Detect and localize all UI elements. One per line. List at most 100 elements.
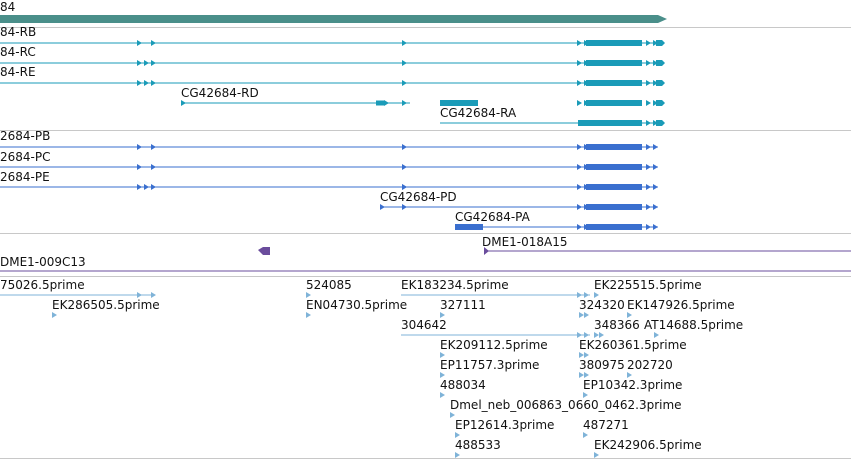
strand-arrow-icon: [52, 312, 57, 318]
transcript-label-re[interactable]: 84-RE: [0, 65, 36, 79]
est-label[interactable]: 327111: [440, 298, 486, 312]
strand-arrow-icon: [144, 80, 149, 86]
clone-end-icon[interactable]: [258, 247, 270, 255]
strand-arrow-icon: [599, 332, 604, 338]
exon-block[interactable]: [586, 40, 642, 46]
transcript-label-ra[interactable]: CG42684-RA: [440, 106, 517, 120]
strand-arrow-icon: [579, 352, 584, 358]
exon-block[interactable]: [586, 60, 642, 66]
strand-arrow-icon: [306, 312, 311, 318]
est-label[interactable]: 348366: [594, 318, 640, 332]
est-label[interactable]: 524085: [306, 278, 352, 292]
est-label[interactable]: 488034: [440, 378, 486, 392]
strand-arrow-icon: [402, 184, 407, 190]
est-label[interactable]: EK147926.5prime: [627, 298, 735, 312]
exon-block[interactable]: [586, 224, 642, 230]
strand-arrow-icon: [402, 204, 407, 210]
exon-block[interactable]: [586, 184, 642, 190]
exon-block[interactable]: [586, 144, 642, 150]
strand-arrow-icon: [646, 224, 651, 230]
strand-arrow-icon: [577, 144, 582, 150]
transcript-label-rd[interactable]: CG42684-RD: [181, 86, 259, 100]
strand-arrow-icon: [653, 224, 658, 230]
est-label[interactable]: AT14688.5prime: [644, 318, 744, 332]
strand-arrow-icon: [577, 100, 582, 106]
est-label[interactable]: 202720: [627, 358, 673, 372]
strand-arrow-icon: [450, 412, 455, 418]
clone-label-009c13[interactable]: DME1-009C13: [0, 255, 86, 269]
exon-block[interactable]: [586, 164, 642, 170]
strand-arrow-icon: [151, 144, 156, 150]
protein-label-pd[interactable]: CG42684-PD: [380, 190, 457, 204]
strand-arrow-icon: [577, 40, 582, 46]
strand-arrow-icon: [583, 432, 588, 438]
exon-end-arrow-icon[interactable]: [656, 80, 665, 86]
strand-arrow-icon: [584, 332, 589, 338]
strand-arrow-icon: [577, 224, 582, 230]
strand-arrow-icon: [577, 164, 582, 170]
transcript-label-rb[interactable]: 84-RB: [0, 25, 37, 39]
gene-label[interactable]: 84: [0, 0, 16, 14]
strand-arrow-icon: [380, 204, 385, 210]
est-label[interactable]: 324320: [579, 298, 625, 312]
exon-block[interactable]: [586, 80, 642, 86]
protein-label-pa[interactable]: CG42684-PA: [455, 210, 530, 224]
protein-label-pb[interactable]: 2684-PB: [0, 129, 51, 143]
strand-arrow-icon: [646, 80, 651, 86]
protein-label-pe[interactable]: 2684-PE: [0, 170, 50, 184]
est-label[interactable]: Dmel_neb_006863_0660_0462.3prime: [450, 398, 682, 412]
exon-end-arrow-icon[interactable]: [656, 60, 665, 66]
est-label[interactable]: EN04730.5prime: [306, 298, 408, 312]
exon-end-arrow-icon[interactable]: [656, 100, 665, 106]
est-label[interactable]: EK242906.5prime: [594, 438, 702, 452]
strand-arrow-icon: [151, 184, 156, 190]
est-label[interactable]: 380975: [579, 358, 625, 372]
strand-arrow-icon: [594, 332, 599, 338]
clone-label-018a15[interactable]: DME1-018A15: [482, 235, 568, 249]
strand-arrow-icon: [137, 80, 142, 86]
exon-block[interactable]: [376, 100, 384, 106]
est-label[interactable]: EK225515.5prime: [594, 278, 702, 292]
strand-arrow-icon: [137, 184, 142, 190]
track-divider: [0, 130, 851, 131]
est-label[interactable]: EP10342.3prime: [583, 378, 683, 392]
strand-arrow-icon: [137, 144, 142, 150]
strand-arrow-icon: [584, 292, 589, 298]
est-label[interactable]: 304642: [401, 318, 447, 332]
strand-arrow-icon: [653, 80, 658, 86]
est-label[interactable]: EK183234.5prime: [401, 278, 509, 292]
track-divider: [0, 27, 851, 28]
strand-arrow-icon: [402, 164, 407, 170]
est-label[interactable]: 487271: [583, 418, 629, 432]
strand-arrow-icon: [151, 60, 156, 66]
exon-block[interactable]: [455, 224, 483, 230]
strand-arrow-icon: [151, 80, 156, 86]
exon-end-arrow-icon[interactable]: [656, 120, 665, 126]
strand-arrow-icon: [440, 352, 445, 358]
strand-arrow-icon: [577, 204, 582, 210]
transcript-label-rc[interactable]: 84-RC: [0, 45, 36, 59]
exon-block[interactable]: [578, 120, 642, 126]
est-label[interactable]: EK209112.5prime: [440, 338, 548, 352]
strand-arrow-icon: [144, 60, 149, 66]
strand-arrow-icon: [646, 164, 651, 170]
strand-arrow-icon: [653, 164, 658, 170]
strand-arrow-icon: [653, 60, 658, 66]
strand-arrow-icon: [646, 60, 651, 66]
strand-arrow-icon: [646, 120, 651, 126]
est-label[interactable]: EP11757.3prime: [440, 358, 540, 372]
strand-arrow-icon: [627, 372, 632, 378]
protein-label-pc[interactable]: 2684-PC: [0, 150, 51, 164]
exon-block[interactable]: [440, 100, 478, 106]
exon-block[interactable]: [586, 204, 642, 210]
strand-arrow-icon: [137, 40, 142, 46]
est-label[interactable]: 488533: [455, 438, 501, 452]
est-label[interactable]: EK260361.5prime: [579, 338, 687, 352]
est-label[interactable]: EK286505.5prime: [52, 298, 160, 312]
exon-end-arrow-icon[interactable]: [656, 40, 665, 46]
est-label[interactable]: 75026.5prime: [0, 278, 85, 292]
exon-block[interactable]: [586, 100, 642, 106]
est-label[interactable]: EP12614.3prime: [455, 418, 555, 432]
